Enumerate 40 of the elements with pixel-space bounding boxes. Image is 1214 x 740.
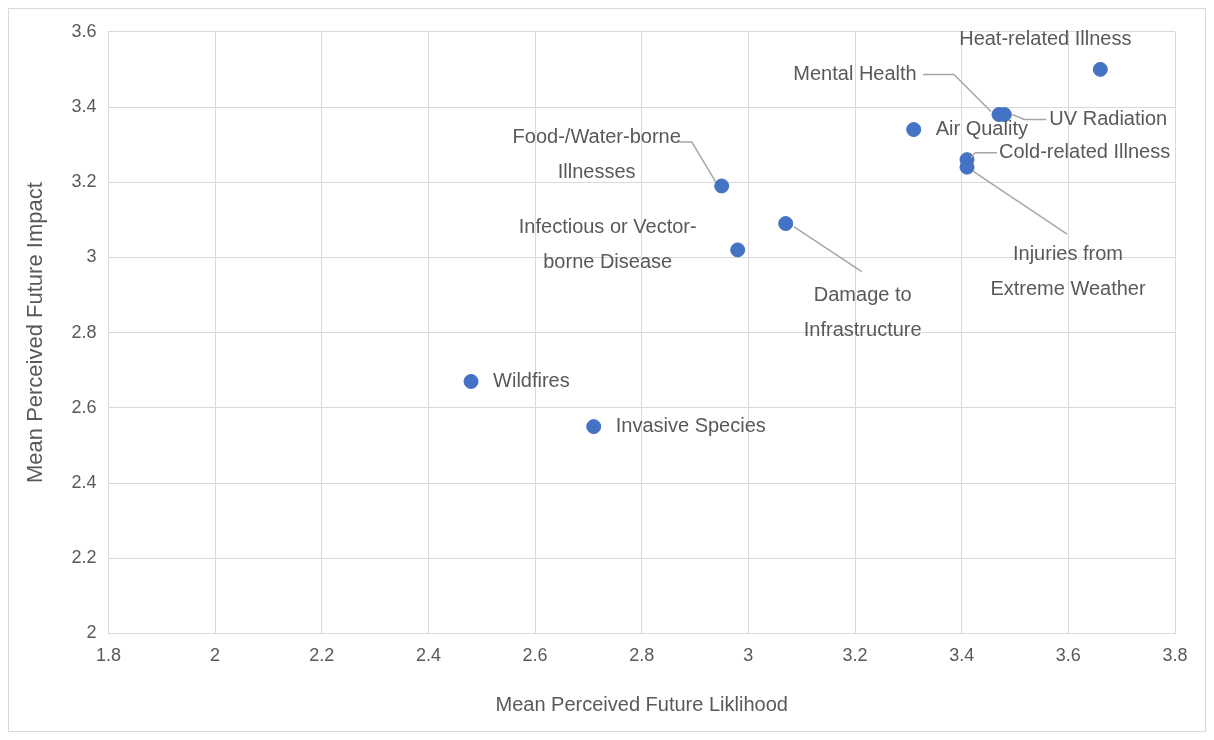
y-tick-label: 2.4 xyxy=(71,471,97,492)
annotation: Damage to Infrastructure xyxy=(803,283,922,341)
y-tick-label: 3.6 xyxy=(71,20,97,41)
x-tick-label: 2.6 xyxy=(522,645,548,666)
x-tick-label: 1.8 xyxy=(95,645,121,666)
annotation: Infectious or Vector- borne Disease xyxy=(518,215,697,273)
annotation: Mental Health xyxy=(793,62,917,85)
x-tick-label: 2.4 xyxy=(415,645,441,666)
x-tick-label: 2.2 xyxy=(309,645,335,666)
point xyxy=(463,373,479,389)
y-tick-label: 2.6 xyxy=(71,396,97,417)
x-axis-title: Mean Perceived Future Liklihood xyxy=(495,692,788,715)
x-tick-label: 2 xyxy=(210,645,221,666)
x-tick-label: 2.8 xyxy=(629,645,655,666)
annotation: Food-/Water-borne Illnesses xyxy=(512,125,681,183)
point xyxy=(1092,61,1108,77)
y-axis-title: Mean Perceived Future Impact xyxy=(22,182,48,484)
annotation: Cold-related Illness xyxy=(999,140,1171,163)
y-tick-label: 3 xyxy=(86,246,97,267)
y-tick-label: 2.8 xyxy=(71,321,97,342)
annotation: Air Quality xyxy=(935,117,1028,140)
y-tick-label: 2.2 xyxy=(71,547,97,568)
point xyxy=(778,216,794,232)
point xyxy=(586,419,602,435)
point xyxy=(906,122,922,138)
x-tick-label: 3.4 xyxy=(949,645,975,666)
y-tick-label: 2 xyxy=(86,622,97,643)
annotation: Wildfires xyxy=(493,369,570,391)
annotation: Heat-related Illness xyxy=(959,26,1132,49)
point xyxy=(714,178,730,194)
annotation: Injuries from Extreme Weather xyxy=(990,241,1146,299)
x-tick-label: 3.6 xyxy=(1055,645,1081,666)
point xyxy=(730,242,746,258)
y-tick-label: 3.2 xyxy=(71,171,97,192)
x-tick-label: 3.2 xyxy=(842,645,868,666)
x-tick-label: 3.8 xyxy=(1162,645,1188,666)
x-tick-label: 3 xyxy=(743,645,754,666)
annotation: UV Radiation xyxy=(1049,107,1168,130)
annotation: Invasive Species xyxy=(615,414,766,437)
y-tick-label: 3.4 xyxy=(71,95,97,116)
